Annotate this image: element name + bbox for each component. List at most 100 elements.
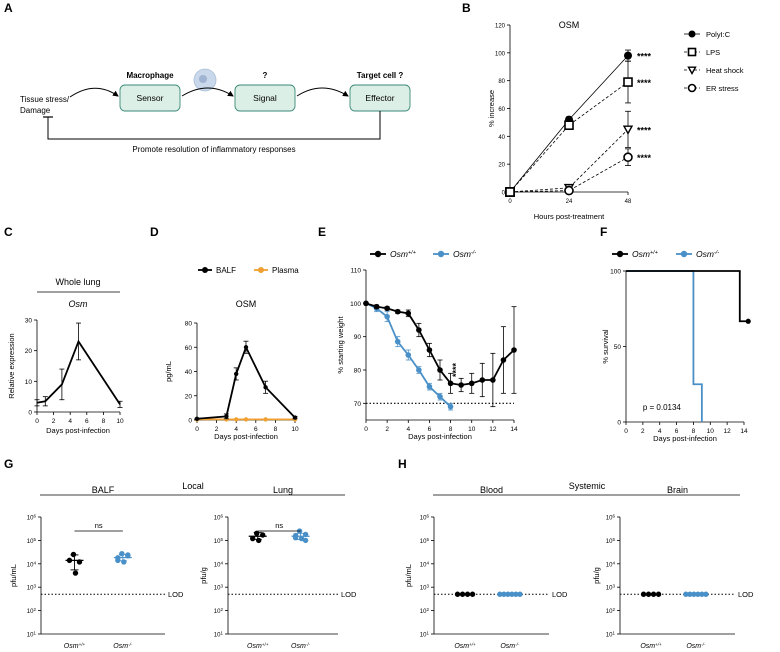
significance-stars: **** bbox=[451, 363, 461, 378]
x-tick-label: 10 bbox=[116, 418, 124, 425]
data-point bbox=[703, 591, 709, 597]
data-point bbox=[517, 591, 523, 597]
data-point bbox=[405, 310, 412, 317]
x-tick-label: 8 bbox=[102, 418, 106, 425]
data-point bbox=[683, 591, 689, 597]
box-label-effector: Effector bbox=[365, 93, 394, 103]
x-tick-label: 8 bbox=[692, 428, 696, 435]
x-tick-label: 8 bbox=[274, 426, 278, 433]
x-tick-label: 4 bbox=[234, 426, 238, 433]
data-point bbox=[505, 187, 515, 197]
y-tick-label: 102 bbox=[214, 607, 224, 616]
x-tick-label: 2 bbox=[215, 426, 219, 433]
group-label: Osm+/+ bbox=[247, 642, 269, 651]
x-tick-label: 6 bbox=[675, 428, 679, 435]
data-point bbox=[224, 417, 229, 422]
x-tick-label: 2 bbox=[52, 418, 56, 425]
legend-label: LPS bbox=[706, 48, 720, 57]
data-point bbox=[243, 345, 249, 350]
y-tick-label: 120 bbox=[495, 24, 506, 30]
panel-letter-g: G bbox=[4, 457, 13, 471]
y-axis-label: pfu/g bbox=[592, 567, 601, 584]
data-point bbox=[263, 417, 268, 422]
group-header-local: Local bbox=[182, 481, 204, 491]
significance-stars: **** bbox=[637, 52, 652, 62]
data-point bbox=[394, 308, 401, 315]
significance-stars: **** bbox=[637, 153, 652, 163]
data-point bbox=[194, 416, 200, 421]
data-point bbox=[468, 380, 475, 387]
x-tick-label: 24 bbox=[566, 199, 573, 205]
arrow-signal-to-effector bbox=[296, 87, 349, 97]
y-tick-label: 106 bbox=[214, 513, 224, 522]
feedback-label: Promote resolution of inflammatory respo… bbox=[132, 145, 295, 154]
data-point bbox=[564, 120, 574, 130]
box-sensor bbox=[119, 84, 181, 112]
legend-marker bbox=[687, 47, 697, 57]
data-point bbox=[624, 51, 632, 60]
data-point bbox=[115, 557, 121, 564]
box-header-0: Macrophage bbox=[126, 71, 174, 80]
x-tick-label: 12 bbox=[489, 426, 497, 433]
y-axis-label: pfu/mL bbox=[9, 564, 18, 587]
chart-h2: Brain 101 102 103 104 105 106 pfu/g LOD Osm+/+ Osm… bbox=[592, 485, 754, 650]
data-point bbox=[695, 591, 701, 597]
data-point bbox=[497, 591, 503, 597]
macrophage-nucleus bbox=[199, 75, 207, 83]
x-tick-label: 0 bbox=[35, 418, 39, 425]
legend-marker bbox=[687, 83, 697, 93]
data-point bbox=[234, 371, 239, 377]
arrow-stress-to-sensor bbox=[69, 87, 119, 98]
data-point bbox=[505, 187, 515, 197]
x-tick-label: 4 bbox=[68, 418, 72, 425]
x-tick-label: 4 bbox=[406, 426, 410, 433]
y-tick-label: 101 bbox=[214, 630, 224, 639]
legend-marker bbox=[437, 250, 445, 258]
x-axis-label: Days post-infection bbox=[46, 426, 110, 435]
y-tick-label: 0 bbox=[502, 191, 506, 197]
y-axis-label: % increase bbox=[487, 90, 496, 127]
y-axis-label: pg/mL bbox=[164, 361, 173, 382]
chart-g2: Lung 101 102 103 104 105 106 pfu/g LOD Osm+/+ Osm-… bbox=[199, 485, 357, 650]
chart-d: BALF Plasma OSM 0 20 40 60 80 0 2 4 6 8 10 Days post-i… bbox=[164, 266, 299, 441]
data-point bbox=[655, 591, 662, 597]
y-tick-label: 100 bbox=[610, 269, 621, 276]
x-axis-label: Hours post-treatment bbox=[534, 212, 605, 221]
data-point bbox=[623, 77, 633, 87]
data-point bbox=[623, 77, 633, 87]
x-tick-label: 14 bbox=[740, 428, 748, 435]
y-tick-label: 80 bbox=[498, 79, 505, 85]
p-value-label: p = 0.0134 bbox=[643, 403, 682, 412]
data-point bbox=[250, 535, 256, 542]
legend-marker bbox=[688, 30, 696, 38]
y-tick-label: 20 bbox=[498, 163, 505, 169]
legend-label: Osm+/+ bbox=[632, 249, 659, 259]
data-point bbox=[500, 357, 507, 363]
survival-curve bbox=[626, 270, 749, 323]
y-tick-label: 104 bbox=[214, 560, 224, 569]
data-point bbox=[564, 185, 574, 196]
data-point bbox=[447, 380, 454, 387]
y-tick-label: 101 bbox=[27, 630, 37, 639]
data-point bbox=[426, 383, 433, 390]
panel-letter-h: H bbox=[398, 457, 407, 471]
legend-label: PolyI:C bbox=[706, 30, 731, 39]
data-point bbox=[479, 377, 486, 383]
legend-label: Heat shock bbox=[706, 66, 744, 75]
data-point bbox=[384, 305, 390, 312]
chart-e: Osm+/+ Osm-/- 70 80 90 100 110 0 2 4 6 8 10 12 14 Days … bbox=[336, 249, 518, 441]
data-point bbox=[640, 591, 647, 597]
data-point bbox=[302, 537, 309, 544]
legend-marker bbox=[374, 250, 382, 258]
data-point bbox=[623, 152, 633, 163]
y-tick-label: 106 bbox=[27, 513, 37, 522]
ns-label: ns bbox=[275, 521, 283, 530]
x-tick-label: 0 bbox=[195, 426, 199, 433]
x-tick-label: 6 bbox=[428, 426, 432, 433]
y-tick-label: 60 bbox=[498, 107, 505, 113]
data-point bbox=[622, 125, 634, 135]
significance-stars: **** bbox=[637, 125, 652, 135]
data-point bbox=[699, 591, 705, 597]
legend-label: BALF bbox=[216, 266, 236, 275]
y-tick-label: 104 bbox=[420, 560, 430, 569]
